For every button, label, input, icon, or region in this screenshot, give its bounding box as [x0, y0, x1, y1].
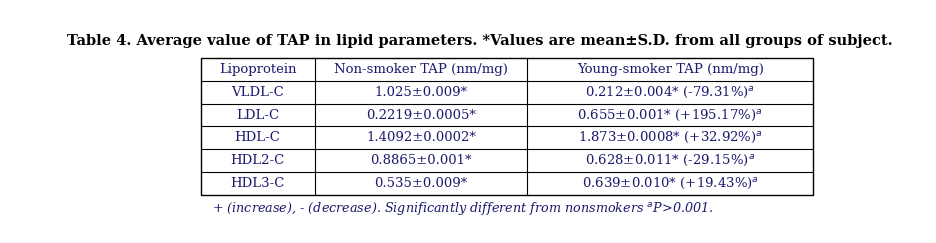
Text: 0.535±0.009*: 0.535±0.009*	[374, 177, 467, 190]
Text: 1.4092±0.0002*: 1.4092±0.0002*	[366, 131, 475, 144]
Text: + (increase), - (decrease). Significantly different from nonsmokers $^a$P>0.001.: + (increase), - (decrease). Significantl…	[212, 200, 712, 217]
Text: VLDL-C: VLDL-C	[231, 86, 284, 99]
Text: 0.2219±0.0005*: 0.2219±0.0005*	[366, 109, 475, 122]
Bar	[200, 58, 812, 195]
Text: Lipoprotein: Lipoprotein	[219, 63, 296, 76]
Text: 0.212±0.004* (-79.31%)$^a$: 0.212±0.004* (-79.31%)$^a$	[584, 85, 754, 100]
Text: 0.639±0.010* (+19.43%)$^a$: 0.639±0.010* (+19.43%)$^a$	[581, 176, 758, 191]
Text: 0.8865±0.001*: 0.8865±0.001*	[370, 154, 471, 167]
Text: 0.628±0.011* (-29.15%)$^a$: 0.628±0.011* (-29.15%)$^a$	[584, 153, 754, 168]
Text: HDL-C: HDL-C	[234, 131, 280, 144]
Text: 1.873±0.0008* (+32.92%)$^a$: 1.873±0.0008* (+32.92%)$^a$	[578, 130, 762, 145]
Text: LDL-C: LDL-C	[236, 109, 279, 122]
Text: 0.655±0.001* (+195.17%)$^a$: 0.655±0.001* (+195.17%)$^a$	[577, 108, 762, 123]
Text: HDL2-C: HDL2-C	[230, 154, 285, 167]
Text: 1.025±0.009*: 1.025±0.009*	[374, 86, 467, 99]
Text: Young-smoker TAP (nm/mg): Young-smoker TAP (nm/mg)	[576, 63, 763, 76]
Text: Table 4. Average value of TAP in lipid parameters. *Values are mean±S.D. from al: Table 4. Average value of TAP in lipid p…	[67, 34, 892, 48]
Text: Non-smoker TAP (nm/mg): Non-smoker TAP (nm/mg)	[334, 63, 507, 76]
Text: HDL3-C: HDL3-C	[230, 177, 285, 190]
